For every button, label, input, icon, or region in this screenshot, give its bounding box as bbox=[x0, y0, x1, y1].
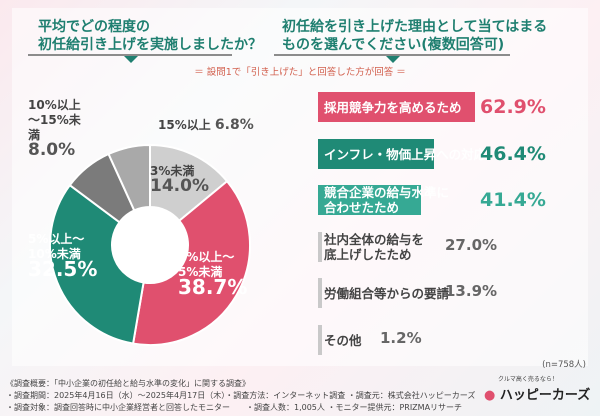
bar-3 bbox=[318, 232, 322, 262]
right-question: 初任給を引き上げた理由として当てはまる ものを選んでください(複数回答可) bbox=[282, 19, 548, 53]
bar-0 bbox=[318, 92, 475, 122]
logo-mark-icon: ● bbox=[484, 388, 496, 403]
bar-1 bbox=[318, 139, 434, 169]
bar-value: 41.4% bbox=[480, 189, 546, 211]
bar-label: 社内全体の給与を 底上げしたため bbox=[324, 232, 425, 262]
bar-label: 競合企業の給与水準に 合わせたため bbox=[324, 185, 450, 215]
pointer-icon bbox=[124, 56, 138, 63]
note: ＝ 設問1で「引き上げた」と回答した方が回答 ＝ bbox=[194, 67, 406, 78]
bar-label: 採用競争力を高めるため bbox=[324, 99, 462, 115]
bar-value: 27.0% bbox=[445, 236, 498, 254]
slice-label-under3: 3%未満 14.0% bbox=[150, 164, 209, 196]
slice-label-10-15: 10%以上～15%未満 8.0% bbox=[28, 98, 81, 160]
slice-label-15plus: 15%以上 6.8% bbox=[158, 117, 254, 133]
footer-title: 《調査概要：「中小企業の初任給と給与水準の変化」に関する調査》 bbox=[6, 379, 250, 388]
bar-4 bbox=[318, 278, 322, 308]
bar-value: 13.9% bbox=[445, 282, 498, 300]
logo-tagline: クルマ高く売るなら！ bbox=[498, 376, 558, 383]
sample-size: (n=758人) bbox=[542, 360, 586, 370]
left-question: 平均でどの程度の 初任給引き上げを実施しましたか？ bbox=[38, 19, 262, 53]
logo: ● ハッピーカーズ bbox=[484, 388, 591, 403]
bar-label: その他 bbox=[324, 332, 362, 348]
pointer-icon bbox=[386, 56, 400, 63]
donut-hole bbox=[112, 207, 188, 283]
bar-value: 1.2% bbox=[380, 329, 422, 347]
bar-label: インフレ・物価上昇への対応 bbox=[324, 146, 487, 162]
footer-line: ・調査対象：調査回答時に中小企業経営者と回答したモニター ・調査人数：1,005… bbox=[6, 403, 463, 412]
bar-value: 62.9% bbox=[480, 96, 546, 118]
bar-value: 46.4% bbox=[480, 143, 546, 165]
bar-label: 労働組合等からの要請 bbox=[324, 285, 450, 301]
divider bbox=[274, 54, 510, 56]
bar-2 bbox=[318, 185, 422, 215]
bar-5 bbox=[318, 325, 322, 355]
footer-line: ・調査期間：2025年4月16日（水）～2025年4月17日（木）・調査方法：イ… bbox=[6, 391, 476, 400]
divider bbox=[28, 54, 232, 56]
slice-label-5-10: 5%以上～10%未満 32.5% bbox=[28, 232, 98, 281]
slice-label-3-5: 3%以上～5%未満 38.7% bbox=[178, 250, 248, 299]
